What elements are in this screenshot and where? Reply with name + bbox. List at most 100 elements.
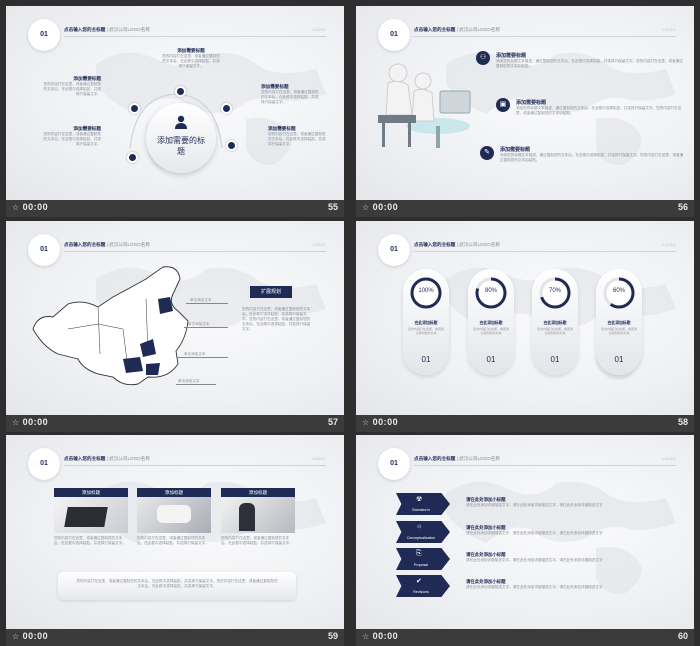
center-circle: 添加需要的标题	[146, 103, 216, 173]
leader-line	[178, 357, 228, 358]
card-title: 添加标题	[137, 488, 211, 497]
node-dot	[221, 103, 232, 114]
slide-thumb-57[interactable]: 01 点击输入您的主标题 | 武汉公司LOGO名称 LOGO 单击添加文本 单击…	[6, 221, 344, 432]
item-block-1: 添加需要标题 添加您的标题文本描述，通过复制您的文本后，在此框中选择粘贴，并选择…	[496, 53, 683, 68]
timer-text: 00:00	[22, 631, 49, 641]
step-text-1: 请在此处添加小标题 请在此处添加详细描述文字，请在此处添加详细描述文字，请在此处…	[466, 497, 603, 507]
slide-header-title: 点击输入您的主标题 | 武汉公司LOGO名称	[414, 27, 500, 32]
progress-ring	[410, 277, 442, 309]
map-label: 单击添加文本	[190, 298, 212, 302]
timer-text: 00:00	[372, 202, 399, 212]
leader-line	[186, 303, 228, 304]
pill-title: 在此添加标题	[479, 321, 503, 325]
header-divider	[64, 465, 326, 466]
slide-thumb-58[interactable]: 01 点击输入您的主标题 | 武汉公司LOGO名称 LOGO 100% 在此添加…	[356, 221, 694, 432]
slide-thumb-60[interactable]: 01 点击输入您的主标题 | 武汉公司LOGO名称 LOGO ☢ Brainst…	[356, 435, 694, 646]
slide-thumb-55[interactable]: 01 点击输入您的主标题 | 武汉公司LOGO名称 LOGO 添加需要的标题 添…	[6, 6, 344, 217]
bottom-text-box: 您的内容打在这里，或者通过复制您的文本后，在此框中选择粘贴，并选择只保留文字。您…	[58, 572, 296, 600]
node-dot	[127, 152, 138, 163]
slide-canvas: 01 点击输入您的主标题 | 武汉公司LOGO名称 LOGO 添加标题 您的内容…	[6, 435, 344, 629]
pill-title: 在此添加标题	[543, 321, 567, 325]
card-3: 添加标题 您的内容打在这里，或者通过复制您的文本后，在此框中选择粘贴，并选择只保…	[221, 488, 295, 546]
progress-value: 80%	[484, 288, 497, 294]
step-arrow-1: ☢ Brainstorm	[396, 493, 450, 515]
section-number: 01	[378, 448, 410, 480]
section-number: 01	[378, 234, 410, 266]
text-block-top: 添加需要标题 您的内容打在这里，或者通过复制您的文本后，在此框中选择粘贴，并选择…	[162, 48, 220, 68]
card-text: 您的内容打在这里，或者通过复制您的文本后，在此框中选择粘贴，并选择只保留文字。	[54, 536, 126, 545]
header-logo-text: LOGO	[662, 456, 676, 461]
node-dot	[226, 140, 237, 151]
slide-canvas: 01 点击输入您的主标题 | 武汉公司LOGO名称 LOGO 添加需要的标题 添…	[6, 6, 344, 200]
page-number: 60	[677, 631, 688, 641]
progress-pill-2: 80% 在此添加标题 您的内容打在这里，或者通过复制您的文本 01	[468, 269, 514, 375]
center-title: 添加需要的标题	[157, 136, 205, 156]
map-label: 单击添加文本	[178, 379, 200, 383]
progress-ring	[475, 277, 507, 309]
step-text-4: 请在此处添加小标题 请在此处添加详细描述文字，请在此处添加详细描述文字，请在此处…	[466, 579, 603, 589]
people-icon: ⚇	[476, 51, 490, 65]
slide-footer: ☆ 00:00 57	[6, 415, 344, 432]
progress-value: 60%	[612, 288, 625, 294]
slide-thumb-59[interactable]: 01 点击输入您的主标题 | 武汉公司LOGO名称 LOGO 添加标题 您的内容…	[6, 435, 344, 646]
star-icon: ☆	[362, 418, 370, 427]
user-icon	[174, 115, 188, 129]
edit-icon: ✎	[480, 146, 494, 160]
step-text-2: 请在此处添加小标题 请在此处添加详细描述文字，请在此处添加详细描述文字，请在此处…	[466, 525, 603, 535]
briefcase-icon: ▣	[496, 98, 510, 112]
radiation-icon: ☢	[416, 496, 423, 503]
node-dot	[129, 103, 140, 114]
slide-footer: ☆ 00:00 58	[356, 415, 694, 432]
timer-text: 00:00	[372, 631, 399, 641]
step-arrow-3: ⎘ Proposal	[396, 548, 450, 570]
timer-text: 00:00	[22, 417, 49, 427]
header-logo-text: LOGO	[312, 27, 326, 32]
world-map-background	[446, 481, 676, 594]
header-logo-text: LOGO	[662, 242, 676, 247]
map-label: 单击添加文本	[188, 322, 210, 326]
card-2: 添加标题 您的内容打在这里，或者通过复制您的文本后，在此框中选择粘贴，并选择只保…	[137, 488, 211, 546]
pill-number: 01	[421, 355, 431, 364]
card-text: 您的内容打在这里，或者通过复制您的文本后，在此框中选择粘贴，并选择只保留文字。	[137, 536, 209, 545]
header-divider	[64, 36, 326, 37]
slide-thumb-56[interactable]: 01 点击输入您的主标题 | 武汉公司LOGO名称 LOGO ⚇ 添加需要标	[356, 6, 694, 217]
page-number: 56	[677, 202, 688, 212]
card-text: 您的内容打在这里，或者通过复制您的文本后，在此框中选择粘贴，并选择只保留文字。	[221, 536, 293, 545]
slide-footer: ☆ 00:00 55	[6, 200, 344, 217]
slide-header-title: 点击输入您的主标题 | 武汉公司LOGO名称	[64, 242, 150, 247]
check-icon: ✔	[416, 578, 422, 585]
slide-header-title: 点击输入您的主标题 | 武汉公司LOGO名称	[414, 456, 500, 461]
tag-box: 扩展规划	[250, 286, 292, 298]
item-block-2: 添加需要标题 添加您的标题文本描述，通过复制您的文本后，在此框中选择粘贴，并选择…	[516, 100, 682, 115]
description-text: 您的内容打在这里，或者通过复制您的文本后，在此框中选择粘贴，并选择只保留文字。您…	[242, 307, 311, 331]
header-divider	[414, 465, 676, 466]
header-logo-text: LOGO	[312, 242, 326, 247]
slide-canvas: 01 点击输入您的主标题 | 武汉公司LOGO名称 LOGO 单击添加文本 单击…	[6, 221, 344, 415]
china-map	[32, 266, 189, 386]
text-block-right-upper: 添加需要标题 您的内容打在这里，或者通过复制您的文本后，在此框中选择粘贴，并选择…	[261, 84, 319, 104]
text-block-right-lower: 添加需要标题 您的内容打在这里，或者通过复制您的文本后，在此框中选择粘贴，并选择…	[268, 126, 326, 146]
timer-text: 00:00	[372, 417, 399, 427]
progress-pill-4: 60% 在此添加标题 您的内容打在这里，或者通过复制您的文本 01	[596, 269, 642, 375]
slide-header-title: 点击输入您的主标题 | 武汉公司LOGO名称	[64, 456, 150, 461]
slide-canvas: 01 点击输入您的主标题 | 武汉公司LOGO名称 LOGO ⚇ 添加需要标	[356, 6, 694, 200]
step-label: Conceptualization	[406, 536, 436, 540]
progress-ring	[539, 277, 571, 309]
timer-text: 00:00	[22, 202, 49, 212]
header-divider	[64, 251, 326, 252]
star-icon: ☆	[12, 418, 20, 427]
page-number: 57	[327, 417, 338, 427]
businessman-photo	[221, 497, 295, 533]
card-title: 添加标题	[54, 488, 128, 497]
pill-subtitle: 您的内容打在这里，或者通过复制您的文本	[600, 327, 637, 335]
pill-subtitle: 您的内容打在这里，或者通过复制您的文本	[472, 327, 509, 335]
section-number: 01	[28, 19, 60, 51]
item-block-3: 添加需要标题 添加您的标题文本描述，通过复制您的文本后，在此框中选择粘贴，并选择…	[500, 147, 684, 162]
step-arrow-2: ☼ Conceptualization	[396, 521, 450, 543]
step-label: Revisions	[413, 590, 429, 594]
node-dot	[175, 86, 186, 97]
progress-value: 70%	[548, 288, 561, 294]
slide-header-title: 点击输入您的主标题 | 武汉公司LOGO名称	[414, 242, 500, 247]
slide-footer: ☆ 00:00 60	[356, 629, 694, 646]
